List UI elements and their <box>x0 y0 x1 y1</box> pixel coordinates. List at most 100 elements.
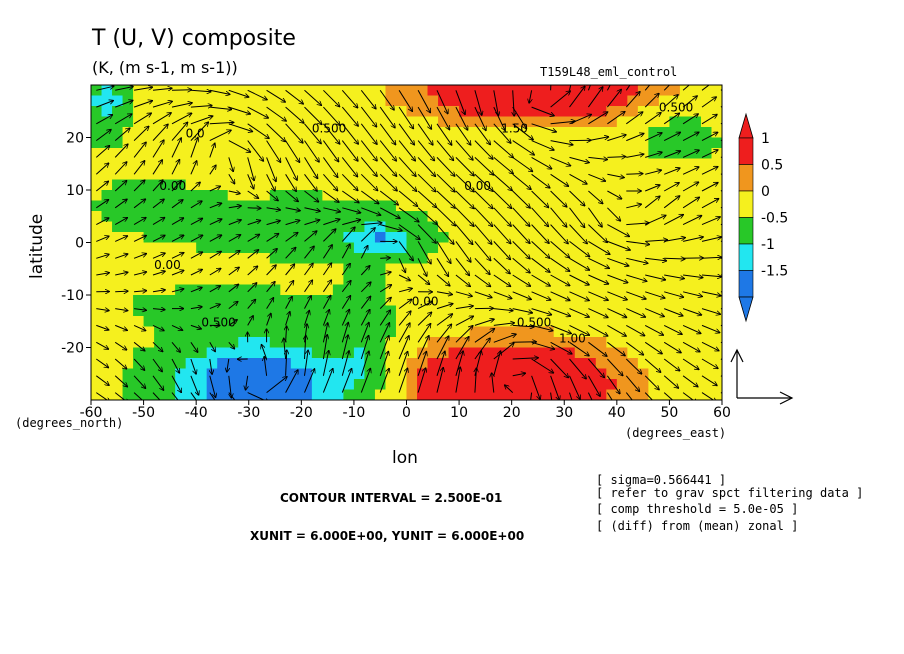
wind-vector <box>190 392 197 400</box>
field-cell <box>238 389 250 400</box>
colorbar-bottom-arrow <box>738 296 754 323</box>
field-cell <box>122 190 134 202</box>
field-cell <box>395 389 408 400</box>
field-cell <box>480 221 492 233</box>
wind-vector <box>190 106 212 108</box>
field-cell <box>175 137 187 149</box>
field-cell <box>112 148 124 160</box>
field-cell <box>690 263 702 275</box>
field-cell <box>280 221 292 233</box>
wind-vector <box>228 375 232 398</box>
field-cell <box>374 274 387 286</box>
field-cell <box>143 253 155 265</box>
field-cell <box>311 368 323 380</box>
field-cell <box>259 337 271 349</box>
field-cell <box>301 337 313 349</box>
wind-vector <box>550 173 569 186</box>
wind-vector <box>322 350 328 376</box>
field-cell <box>490 200 502 212</box>
field-cell <box>585 284 597 296</box>
field-cell <box>679 221 692 233</box>
field-cell <box>143 116 155 128</box>
wind-vector <box>398 351 408 376</box>
wind-vector <box>530 392 533 400</box>
field-cell <box>374 211 387 223</box>
field-cell <box>616 169 628 181</box>
field-cell <box>227 148 239 160</box>
contour-interval: CONTOUR INTERVAL = 2.500E-01 <box>280 491 502 505</box>
field-cell <box>700 242 713 254</box>
field-cell <box>301 179 313 191</box>
wind-vector <box>209 375 216 398</box>
field-cell <box>616 179 628 191</box>
field-cell <box>301 284 313 296</box>
field-cell <box>112 127 124 139</box>
wind-vector <box>171 253 184 259</box>
field-cell <box>700 85 713 97</box>
wind-vector <box>625 85 631 91</box>
field-cell <box>385 316 397 328</box>
field-cell <box>227 284 239 296</box>
field-cell <box>606 379 618 391</box>
field-cell <box>122 148 134 160</box>
wind-vector <box>285 89 304 104</box>
wind-vector <box>607 291 627 300</box>
wind-vector <box>209 186 221 192</box>
field-cell <box>332 211 344 223</box>
field-cell <box>185 137 197 149</box>
wind-vector <box>152 140 164 158</box>
field-cell <box>269 337 281 349</box>
wind-vector <box>322 263 331 276</box>
field-cell <box>690 137 702 149</box>
field-cell <box>248 274 260 286</box>
field-cell <box>490 242 502 254</box>
wind-vector <box>626 112 643 125</box>
field-cell <box>206 158 218 170</box>
field-cell <box>133 211 145 223</box>
wind-vector <box>379 310 390 326</box>
wind-vector <box>322 295 330 309</box>
field-cell <box>238 284 250 296</box>
field-cell <box>522 95 534 107</box>
field-cell <box>417 295 429 307</box>
wind-vector <box>360 335 368 360</box>
field-cell <box>417 221 429 233</box>
field-cell <box>658 305 671 317</box>
wind-vector <box>304 310 310 326</box>
field-cell <box>185 232 197 244</box>
field-cell <box>290 274 302 286</box>
field-cell <box>648 242 660 254</box>
wind-vector <box>114 114 132 125</box>
wind-vector <box>134 87 153 91</box>
field-cell <box>448 148 460 160</box>
field-cell <box>185 211 197 223</box>
field-cell <box>143 358 155 370</box>
wind-vector <box>247 299 256 309</box>
wind-vector <box>569 358 587 379</box>
field-cell <box>101 169 113 181</box>
wind-vector <box>701 341 719 351</box>
field-cell <box>322 190 334 202</box>
field-cell <box>301 169 313 181</box>
field-cell <box>448 242 460 254</box>
wind-vector <box>663 183 679 192</box>
field-cell <box>679 190 692 202</box>
wind-vector <box>493 309 513 311</box>
field-cell <box>669 295 681 307</box>
field-cell <box>353 295 366 307</box>
field-cell <box>585 95 597 107</box>
wind-vector <box>228 89 249 97</box>
field-cell <box>574 326 586 338</box>
field-cell <box>501 106 513 118</box>
field-cell <box>711 295 722 307</box>
wind-vector <box>625 358 642 374</box>
field-cell <box>553 326 565 338</box>
field-cell <box>406 242 418 254</box>
field-cell <box>459 326 471 338</box>
field-cell <box>332 274 344 286</box>
field-cell <box>290 127 302 139</box>
field-cell <box>574 263 586 275</box>
field-cell <box>206 253 218 265</box>
wind-vector <box>228 123 253 132</box>
field-cell <box>417 179 429 191</box>
